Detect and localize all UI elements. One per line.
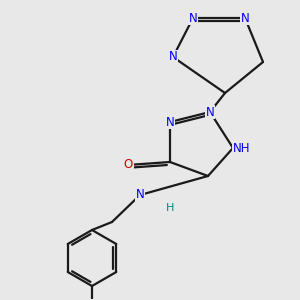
Text: N: N xyxy=(169,50,177,64)
Text: NH: NH xyxy=(233,142,250,154)
Text: N: N xyxy=(166,116,174,128)
Text: N: N xyxy=(189,11,197,25)
Text: N: N xyxy=(136,188,144,202)
Text: H: H xyxy=(166,203,174,213)
Text: O: O xyxy=(123,158,133,172)
Text: N: N xyxy=(206,106,214,118)
Text: Cl: Cl xyxy=(86,299,98,300)
Text: N: N xyxy=(241,11,249,25)
